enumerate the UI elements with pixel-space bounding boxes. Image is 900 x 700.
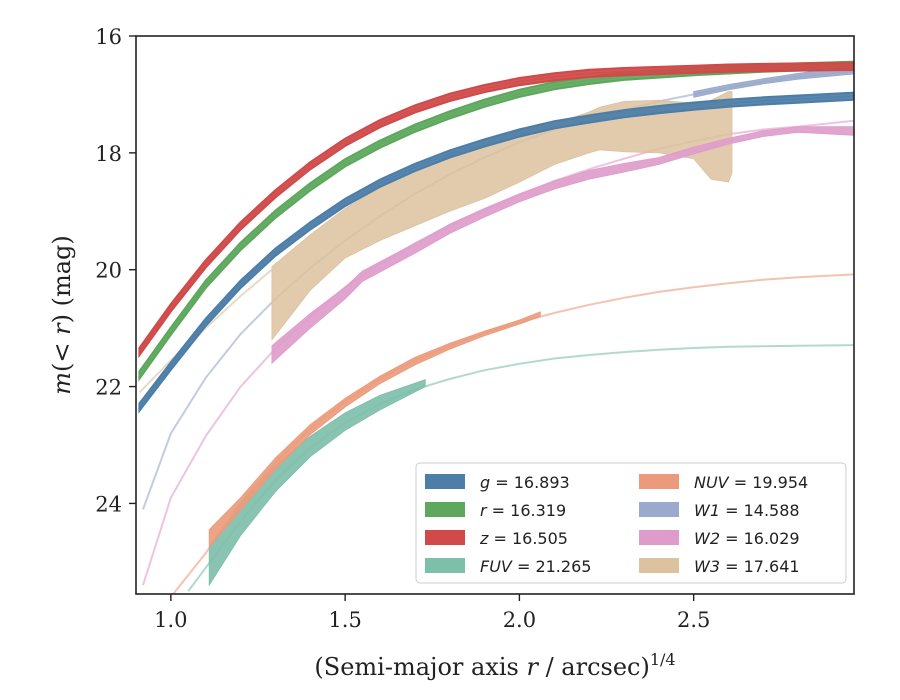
legend-label-g: g = 16.893 — [480, 473, 570, 492]
legend-swatch-w3 — [639, 558, 679, 573]
legend-label-nuv: NUV = 19.954 — [694, 473, 808, 492]
legend-label-w2: W2 = 16.029 — [694, 529, 800, 548]
legend-swatch-w2 — [639, 530, 679, 545]
y-axis-title-close: ) — [48, 314, 76, 323]
x-tick-label: 1.0 — [154, 608, 187, 632]
axis-ticks: 1.0 1.5 2.0 2.5 16 18 20 22 24 — [95, 25, 710, 632]
y-axis-title-unit: (mag) — [48, 235, 76, 314]
y-tick-label: 16 — [95, 25, 122, 49]
legend-label-r: r = 16.319 — [480, 501, 566, 520]
legend-swatch-nuv — [639, 474, 679, 489]
y-tick-label: 22 — [95, 376, 122, 400]
y-axis-title-r: r — [48, 322, 76, 335]
legend-swatch-fuv — [425, 558, 465, 573]
x-tick-label: 2.0 — [503, 608, 536, 632]
x-tick-label: 1.5 — [328, 608, 361, 632]
legend: g = 16.893 r = 16.319 z = 16.505 FUV = 21.2… — [415, 462, 847, 584]
y-tick-label: 20 — [95, 259, 122, 283]
y-axis-title-open: ( — [48, 363, 76, 372]
legend-box — [415, 462, 847, 584]
legend-swatch-z — [425, 530, 465, 545]
x-tick-label: 2.5 — [677, 608, 710, 632]
x-axis-title-exponent: 1/4 — [650, 650, 676, 669]
x-axis-title: (Semi-major axis r / arcsec)1/4 — [314, 650, 675, 681]
x-axis-title-rest: / arcsec) — [538, 653, 650, 681]
series-z-band — [138, 61, 854, 359]
x-axis-title-main: (Semi-major axis — [314, 653, 526, 681]
y-axis-title-lt: < — [48, 335, 76, 363]
legend-swatch-r — [425, 502, 465, 517]
x-axis-title-var: r — [526, 653, 539, 681]
plot-area — [138, 60, 854, 594]
series-g-band — [138, 91, 854, 414]
legend-label-w1: W1 = 14.588 — [694, 501, 800, 520]
series-nuv-band — [208, 311, 541, 549]
y-axis-title: m(< r) (mag) — [48, 235, 76, 395]
legend-label-z: z = 16.505 — [479, 529, 568, 548]
series-w3-curve — [138, 268, 273, 394]
plot-frame — [135, 35, 855, 595]
series-fuv-band — [208, 379, 426, 587]
series-w1-band — [693, 64, 854, 98]
legend-swatch-w1 — [639, 502, 679, 517]
y-tick-label: 18 — [95, 142, 122, 166]
y-axis-title-m: m — [48, 372, 76, 395]
series-w2-band — [271, 126, 854, 365]
y-tick-label: 24 — [95, 492, 122, 516]
legend-swatch-g — [425, 474, 465, 489]
legend-label-fuv: FUV = 21.265 — [480, 557, 591, 576]
series-r-band — [138, 60, 854, 382]
legend-label-w3: W3 = 17.641 — [694, 557, 800, 576]
